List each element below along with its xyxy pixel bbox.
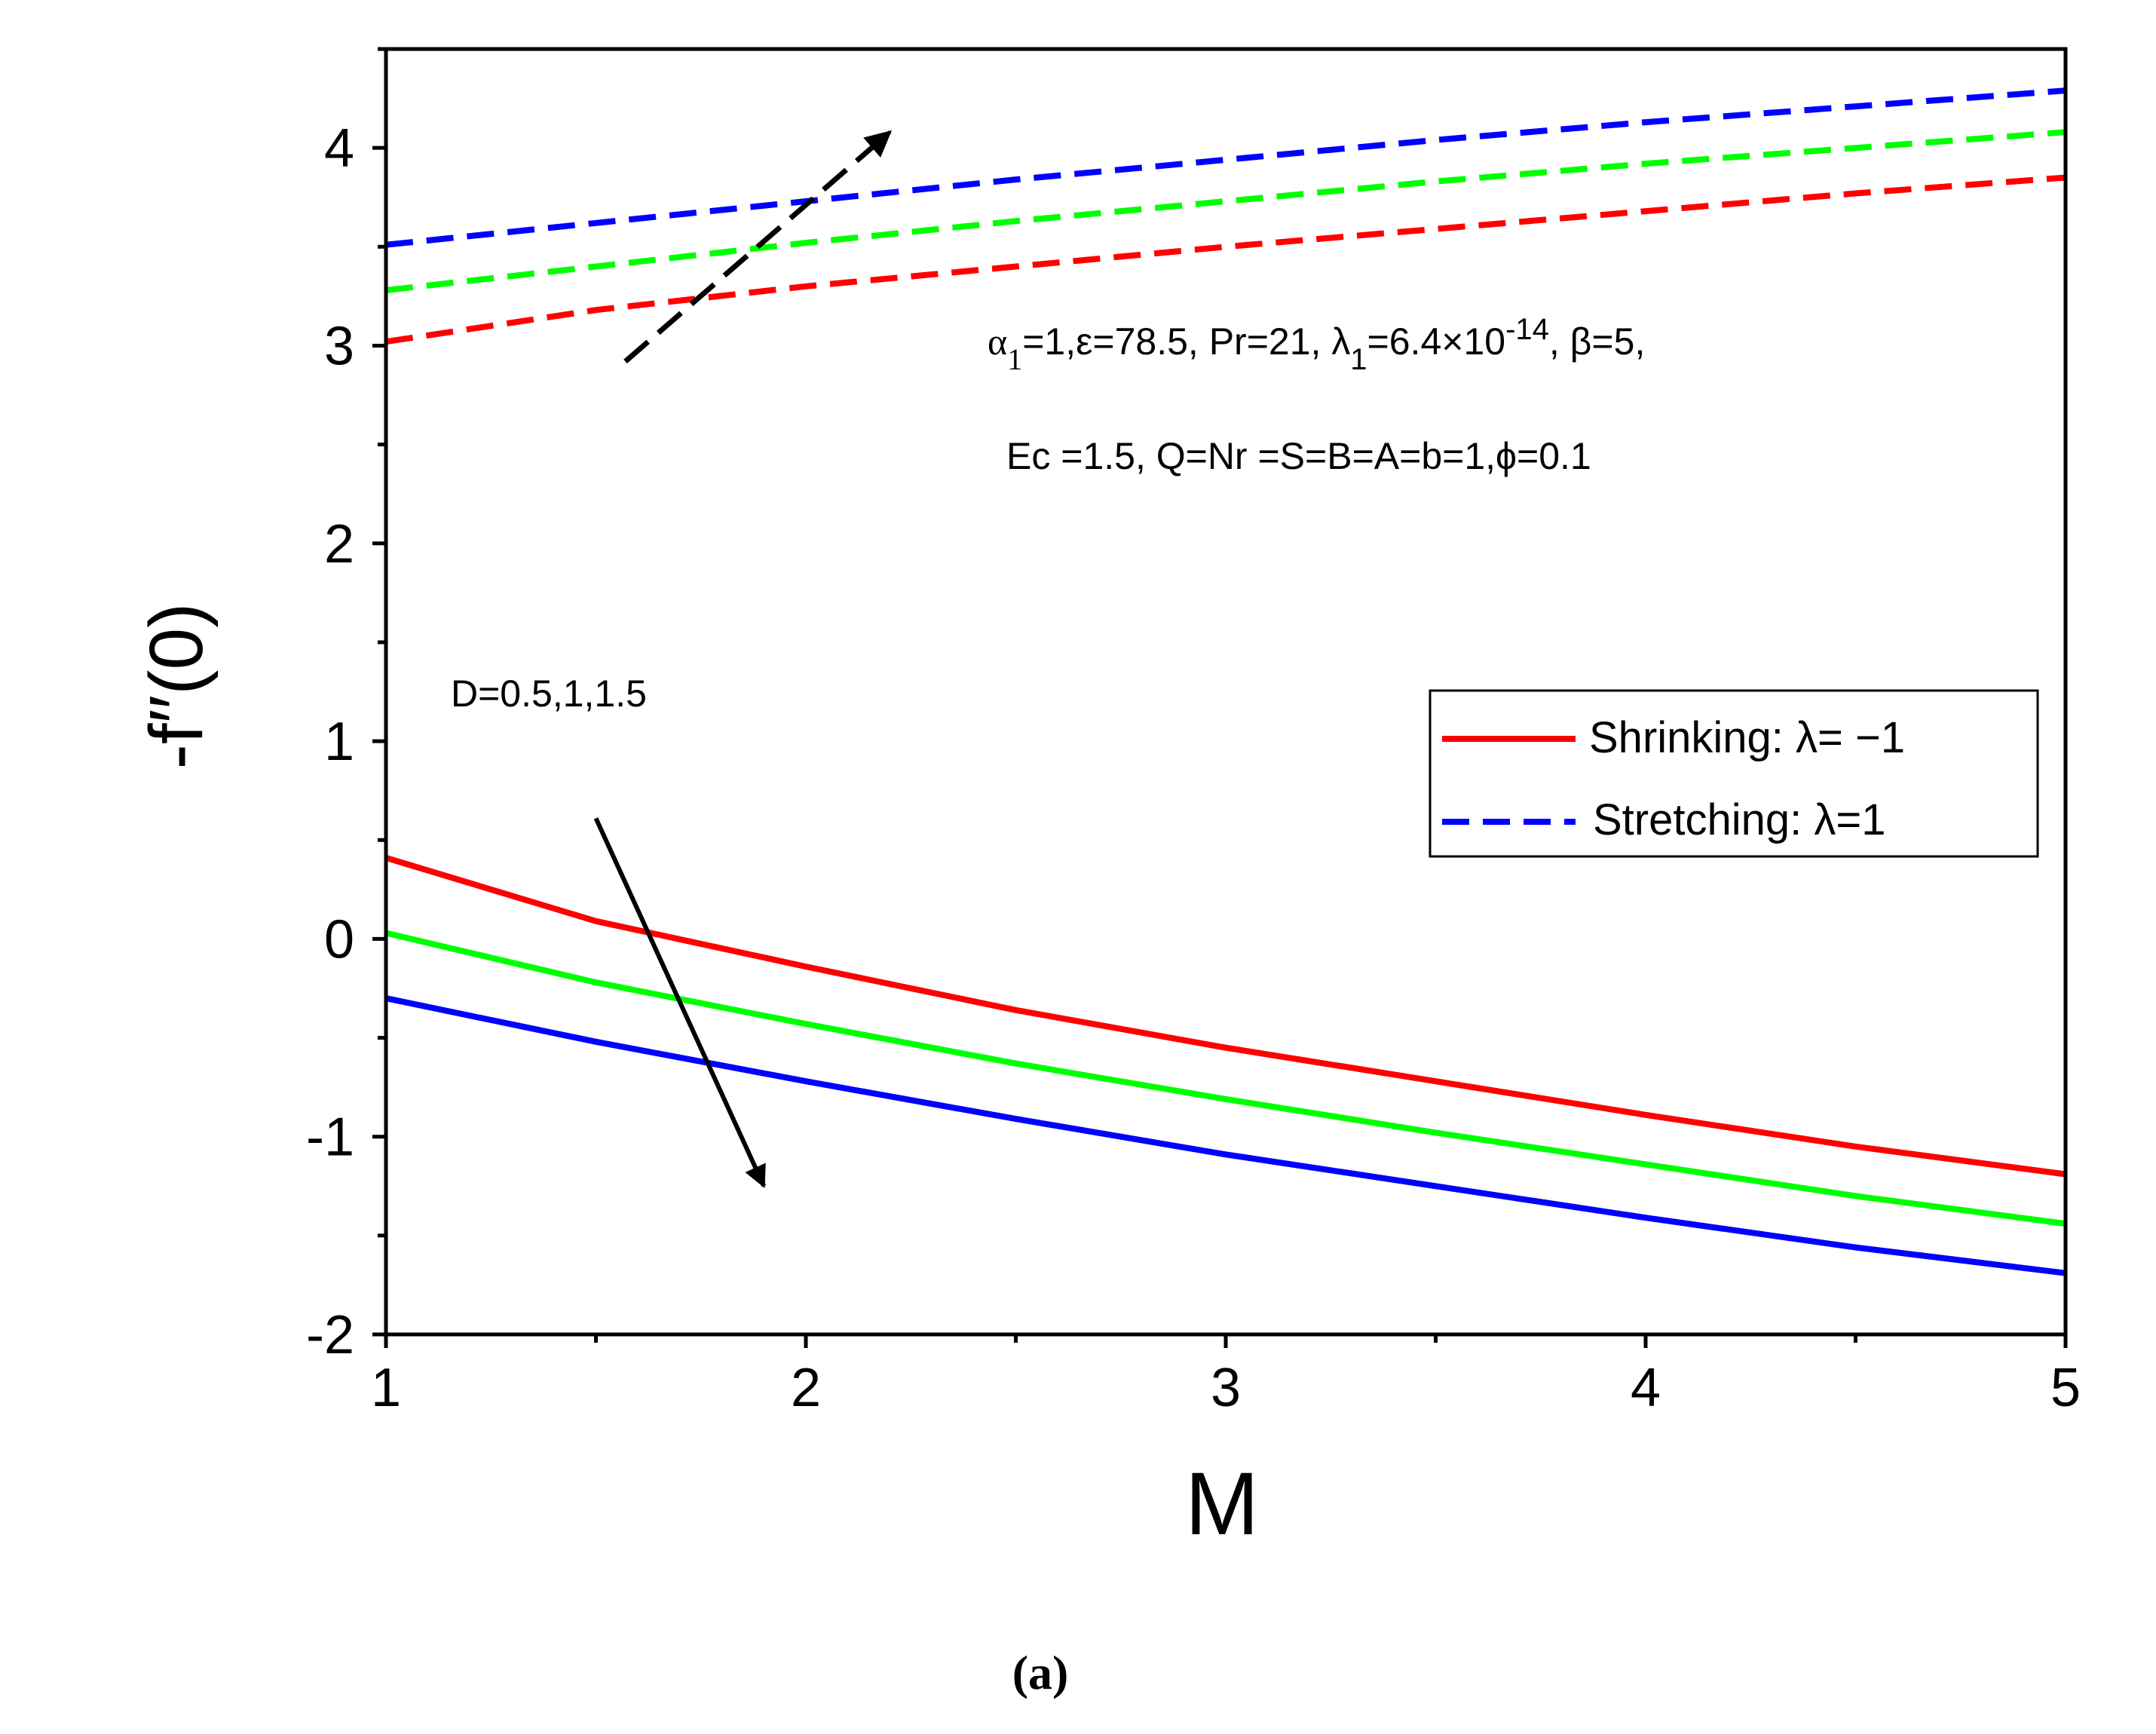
legend-label-stretching: Stretching: λ=1 — [1593, 795, 1886, 844]
params-mid-3: , β=5, — [1549, 320, 1645, 363]
series-line-2 — [385, 995, 2066, 1276]
y-tick-label: 4 — [324, 118, 354, 179]
params-lambda-sub: 1 — [1350, 343, 1367, 376]
legend-label-shrinking: Shrinking: λ= −1 — [1589, 713, 1905, 762]
ticks-layer: 1 2 3 4 5 -2 -1 0 1 2 3 4 — [306, 47, 2081, 1418]
params-line-2: Ec =1.5, Q=Nr =S=B=A=b=1,ϕ=0.1 — [1006, 435, 1591, 477]
figure-caption: (a) — [1012, 1646, 1069, 1699]
series-line-1 — [385, 930, 2066, 1227]
series-layer — [384, 87, 2066, 1276]
x-axis-label: M — [1185, 1454, 1259, 1554]
series-line-5 — [385, 87, 2066, 248]
params-mid-1: =1,ε=78.5, Pr=21, λ — [1022, 320, 1350, 363]
x-tick-label: 5 — [2050, 1358, 2081, 1418]
params-exponent: -14 — [1505, 313, 1549, 346]
params-alpha-sub: 1 — [1007, 342, 1022, 376]
legend: Shrinking: λ= −1 Stretching: λ=1 — [1429, 689, 2039, 858]
x-tick-label: 2 — [791, 1358, 821, 1418]
y-tick-label: 0 — [324, 909, 354, 970]
params-mid-2: =6.4×10 — [1367, 320, 1506, 363]
y-tick-label: 2 — [324, 514, 354, 574]
d-values-label: D=0.5,1,1.5 — [451, 672, 647, 715]
y-tick-label: -2 — [306, 1305, 354, 1365]
shrinking-trend-arrow — [593, 817, 767, 1188]
plot-frame — [384, 47, 2068, 1337]
x-tick-label: 4 — [1631, 1358, 1661, 1418]
y-tick-label: -1 — [306, 1107, 354, 1168]
x-tick-label: 1 — [371, 1358, 401, 1418]
series-line-3 — [385, 174, 2066, 345]
y-tick-label: 3 — [324, 316, 354, 376]
stretching-trend-arrow — [623, 130, 893, 364]
series-line-4 — [385, 129, 2066, 293]
params-line-1: α1=1,ε=78.5, Pr=21, λ1=6.4×10-14, β=5, — [988, 313, 1645, 376]
y-axis-label: -f′′(0) — [134, 603, 219, 770]
y-tick-label: 1 — [324, 712, 354, 772]
legend-box — [1429, 689, 2039, 858]
series-line-0 — [384, 854, 2066, 1178]
params-alpha: α — [988, 320, 1007, 363]
x-tick-label: 3 — [1211, 1358, 1241, 1418]
